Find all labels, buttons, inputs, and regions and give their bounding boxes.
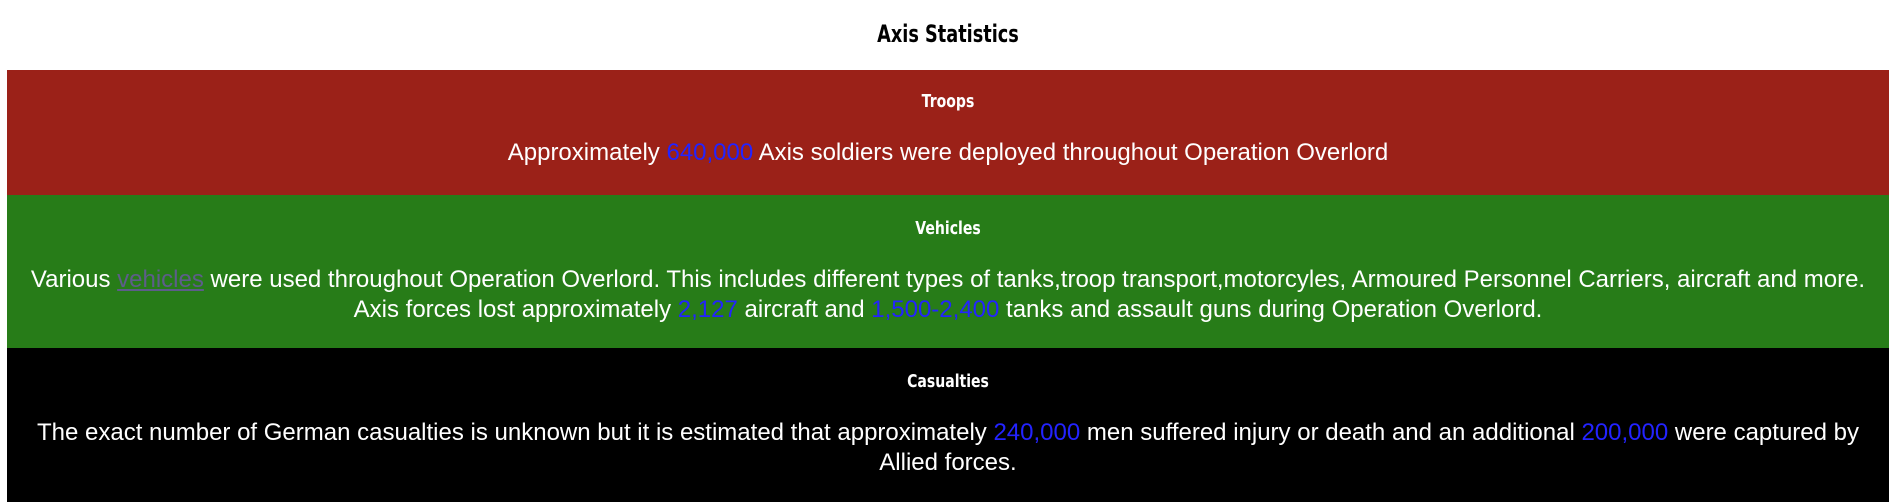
captured-count: 200,000 — [1581, 419, 1669, 446]
tanks-lost-count: 1,500-2,400 — [871, 296, 1000, 323]
aircraft-lost-count: 2,127 — [677, 296, 738, 323]
troops-heading: Troops — [921, 91, 975, 112]
troops-text: Approximately 640,000 Axis soldiers were… — [7, 116, 1889, 168]
vehicles-text-part-4: tanks and assault guns during Operation … — [999, 296, 1543, 323]
vehicles-text: Various vehicles were used throughout Op… — [7, 243, 1889, 325]
troops-count: 640,000 — [666, 139, 754, 166]
casualties-section: Casualties The exact number of German ca… — [7, 348, 1889, 502]
casualties-count: 240,000 — [993, 419, 1081, 446]
page-title: Axis Statistics — [877, 20, 1019, 48]
vehicles-link[interactable]: vehicles — [117, 266, 204, 293]
casualties-text-part-3: were captured by Allied forces. — [879, 419, 1859, 476]
casualties-text-part-2: men suffered injury or death and an addi… — [1080, 419, 1582, 446]
vehicles-heading: Vehicles — [915, 218, 981, 239]
troops-section: Troops Approximately 640,000 Axis soldie… — [7, 70, 1889, 195]
vehicles-text-part-2: were used throughout Operation Overlord.… — [203, 266, 1866, 323]
vehicles-section: Vehicles Various vehicles were used thro… — [7, 195, 1889, 348]
casualties-heading: Casualties — [907, 371, 989, 392]
troops-text-part-1: Approximately — [507, 139, 667, 166]
casualties-text-part-1: The exact number of German casualties is… — [36, 419, 994, 446]
troops-text-part-2: Axis soldiers were deployed throughout O… — [753, 139, 1389, 166]
vehicles-text-part-1: Various — [30, 266, 118, 293]
casualties-text: The exact number of German casualties is… — [7, 396, 1889, 478]
vehicles-text-part-3: aircraft and — [737, 296, 872, 323]
